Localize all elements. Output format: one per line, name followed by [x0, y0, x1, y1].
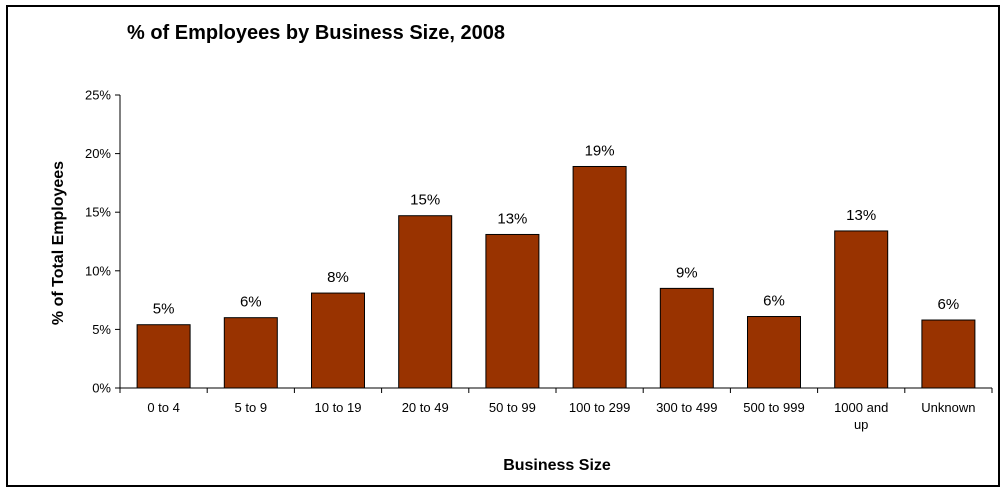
x-tick-label: 20 to 49 — [402, 400, 449, 415]
y-tick-label: 0% — [92, 381, 111, 396]
y-tick-label: 10% — [85, 263, 111, 278]
data-label: 13% — [497, 210, 527, 227]
bar-0-to-4 — [136, 324, 191, 389]
y-tick-label: 15% — [85, 205, 111, 220]
y-tick-label: 20% — [85, 146, 111, 161]
data-label: 9% — [676, 264, 698, 281]
x-tick-label: 100 to 299 — [569, 400, 630, 415]
x-tick-label: 5 to 9 — [235, 400, 268, 415]
bar-20-to-49 — [398, 215, 453, 389]
x-tick-label: Unknown — [921, 400, 975, 415]
data-label: 13% — [846, 207, 876, 224]
data-label: 19% — [585, 142, 615, 159]
bar-5-to-9 — [223, 317, 278, 389]
y-tick-label: 25% — [85, 88, 111, 103]
y-axis: 0% 5% 10% 15% 20% 25% — [85, 88, 121, 396]
data-label: 6% — [938, 296, 960, 313]
bar-300-to-499 — [659, 287, 714, 389]
bar-1000-and-up — [834, 230, 889, 389]
chart-title: % of Employees by Business Size, 2008 — [127, 22, 505, 44]
y-axis-title: % of Total Employees — [50, 161, 67, 325]
bar-100-to-299 — [572, 165, 627, 389]
data-label: 6% — [763, 293, 785, 310]
x-axis: 0 to 4 5 to 9 10 to 19 20 to 49 50 to 99 100 … — [119, 387, 993, 432]
bar-500-to-999 — [747, 316, 801, 389]
x-tick-label: 500 to 999 — [743, 400, 804, 415]
bar-50-to-99 — [485, 233, 540, 389]
x-tick-label: 50 to 99 — [489, 400, 536, 415]
data-label: 15% — [410, 192, 440, 209]
bars — [136, 165, 976, 389]
x-tick-label: 10 to 19 — [315, 400, 362, 415]
bar-10-to-19 — [311, 292, 365, 389]
x-tick-label: 1000 and up — [834, 400, 888, 432]
x-tick-label: 300 to 499 — [656, 400, 717, 415]
data-labels: 5% 6% 8% 15% 13% 19% 9% 6% 13% 6% — [153, 142, 959, 317]
x-axis-title: Business Size — [503, 457, 611, 474]
bar-unknown — [921, 319, 976, 389]
data-label: 8% — [327, 269, 349, 286]
x-tick-label: 0 to 4 — [147, 400, 180, 415]
y-tick-label: 5% — [92, 322, 111, 337]
data-label: 5% — [153, 301, 175, 318]
data-label: 6% — [240, 294, 262, 311]
